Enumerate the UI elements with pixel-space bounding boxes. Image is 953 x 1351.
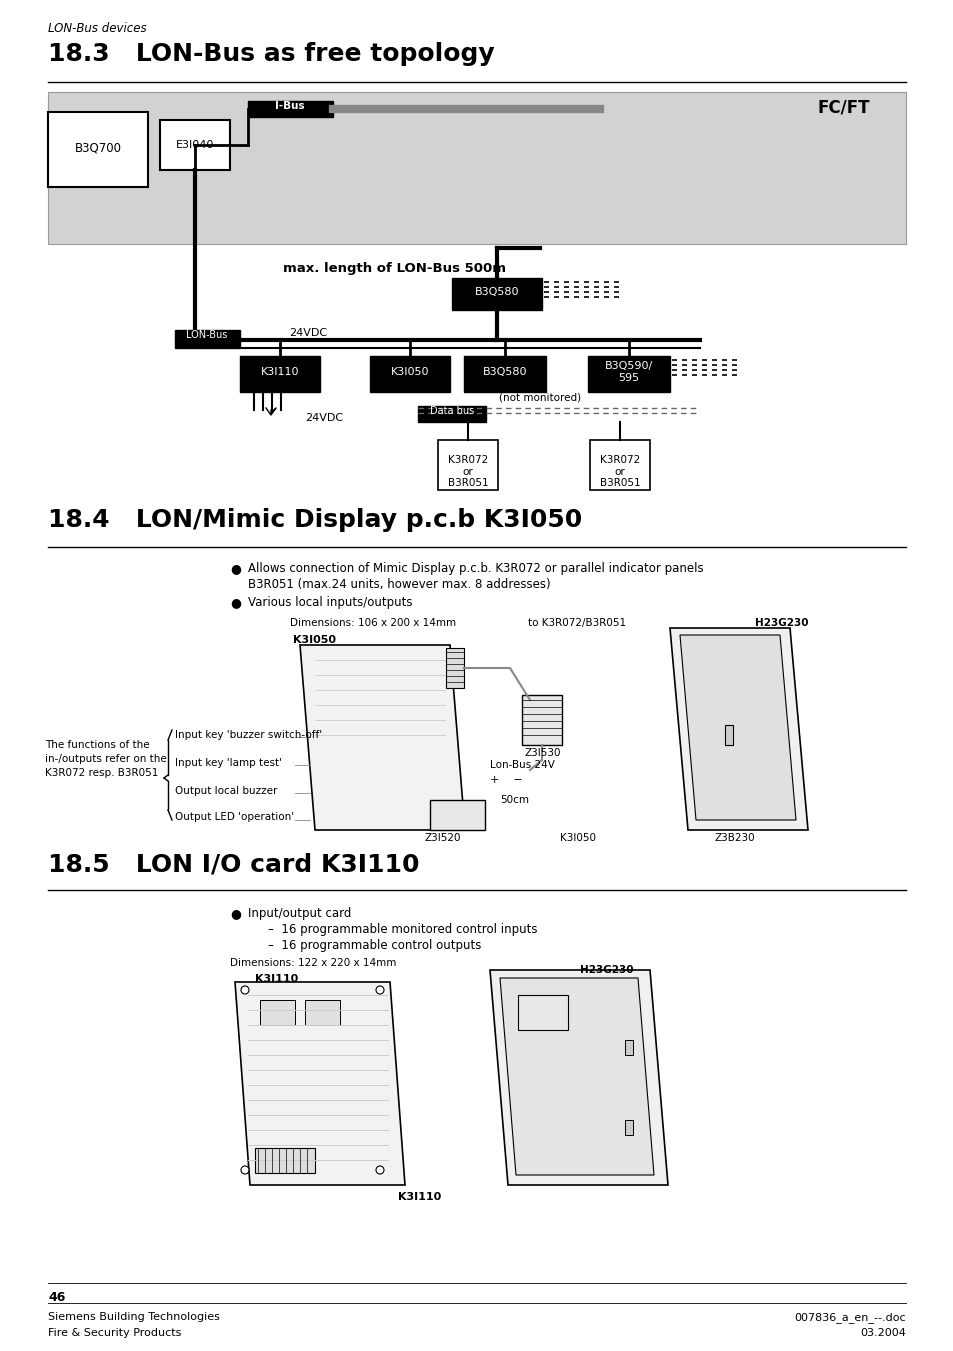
Polygon shape — [669, 628, 807, 830]
Text: I-Bus: I-Bus — [274, 101, 305, 111]
Text: ●: ● — [230, 562, 240, 576]
Text: K3I050: K3I050 — [391, 367, 429, 377]
Circle shape — [241, 1166, 249, 1174]
Bar — [624, 1120, 633, 1135]
Text: ●: ● — [230, 596, 240, 609]
Bar — [370, 357, 450, 392]
Text: 46: 46 — [48, 1292, 66, 1304]
Text: Dimensions: 106 x 200 x 14mm: Dimensions: 106 x 200 x 14mm — [290, 617, 456, 628]
Text: Fire & Security Products: Fire & Security Products — [48, 1328, 181, 1337]
Polygon shape — [490, 970, 667, 1185]
Text: 007836_a_en_--.doc: 007836_a_en_--.doc — [794, 1312, 905, 1323]
Bar — [521, 694, 561, 744]
Text: Input/output card: Input/output card — [248, 907, 351, 920]
Text: Dimensions: 122 x 220 x 14mm: Dimensions: 122 x 220 x 14mm — [230, 958, 395, 969]
Text: –  16 programmable control outputs: – 16 programmable control outputs — [268, 939, 481, 952]
Text: Z3B230: Z3B230 — [714, 834, 755, 843]
Bar — [452, 278, 541, 309]
Text: (not monitored): (not monitored) — [498, 393, 580, 403]
Bar — [260, 1000, 294, 1025]
Polygon shape — [234, 982, 405, 1185]
Circle shape — [375, 1166, 384, 1174]
Text: in-/outputs refer on the: in-/outputs refer on the — [45, 754, 167, 765]
Bar — [48, 92, 905, 245]
Text: B3Q580: B3Q580 — [482, 367, 527, 377]
Bar — [624, 1040, 633, 1055]
Bar — [174, 330, 240, 349]
Text: E3I040: E3I040 — [175, 141, 214, 150]
Text: Siemens Building Technologies: Siemens Building Technologies — [48, 1312, 219, 1323]
Bar — [587, 357, 669, 392]
Text: K3R072
or
B3R051: K3R072 or B3R051 — [599, 455, 639, 488]
Text: Z3I520: Z3I520 — [424, 834, 461, 843]
Text: 18.4   LON/Mimic Display p.c.b K3I050: 18.4 LON/Mimic Display p.c.b K3I050 — [48, 508, 581, 532]
Text: 18.3   LON-Bus as free topology: 18.3 LON-Bus as free topology — [48, 42, 494, 66]
Text: 18.5   LON I/O card K3I110: 18.5 LON I/O card K3I110 — [48, 852, 419, 875]
Text: Data bus: Data bus — [430, 407, 474, 416]
Text: ●: ● — [230, 907, 240, 920]
Bar — [724, 725, 732, 744]
Text: K3R072
or
B3R051: K3R072 or B3R051 — [447, 455, 488, 488]
Bar — [160, 120, 230, 170]
Text: Output LED 'operation': Output LED 'operation' — [174, 812, 294, 821]
Text: K3I110: K3I110 — [398, 1192, 441, 1202]
Bar — [437, 440, 497, 490]
Text: +    −: + − — [490, 775, 522, 785]
Bar — [463, 357, 545, 392]
Circle shape — [375, 986, 384, 994]
Text: B3Q590/
595: B3Q590/ 595 — [604, 361, 653, 382]
Text: –  16 programmable monitored control inputs: – 16 programmable monitored control inpu… — [268, 923, 537, 936]
Polygon shape — [679, 635, 795, 820]
Text: 50cm: 50cm — [499, 794, 529, 805]
Bar — [589, 440, 649, 490]
Bar — [446, 648, 463, 688]
Text: H23G230: H23G230 — [754, 617, 807, 628]
Text: K3I110: K3I110 — [254, 974, 298, 984]
Bar — [517, 994, 567, 1029]
Bar — [417, 407, 485, 422]
Bar — [254, 1148, 314, 1173]
Text: LON-Bus: LON-Bus — [186, 330, 228, 340]
Text: 03.2004: 03.2004 — [860, 1328, 905, 1337]
Text: The functions of the: The functions of the — [45, 740, 150, 750]
Text: B3Q580: B3Q580 — [475, 286, 518, 297]
Text: H23G230: H23G230 — [579, 965, 633, 975]
Text: B3Q700: B3Q700 — [74, 142, 121, 154]
Circle shape — [241, 986, 249, 994]
Text: Input key 'lamp test': Input key 'lamp test' — [174, 758, 282, 767]
Bar — [48, 112, 148, 186]
Bar — [305, 1000, 339, 1025]
Text: K3R072 resp. B3R051: K3R072 resp. B3R051 — [45, 767, 158, 778]
Text: 24VDC: 24VDC — [289, 328, 327, 338]
Text: 24VDC: 24VDC — [305, 413, 343, 423]
Text: FC/FT: FC/FT — [817, 99, 869, 116]
Text: Z3I530: Z3I530 — [524, 748, 561, 758]
Bar — [248, 101, 333, 118]
Text: max. length of LON-Bus 500m: max. length of LON-Bus 500m — [283, 262, 506, 276]
Text: K3I050: K3I050 — [559, 834, 596, 843]
Text: K3I110: K3I110 — [260, 367, 299, 377]
Text: Input key 'buzzer switch-off': Input key 'buzzer switch-off' — [174, 730, 322, 740]
Text: K3I050: K3I050 — [293, 635, 335, 644]
Bar — [240, 357, 319, 392]
Text: Output local buzzer: Output local buzzer — [174, 786, 277, 796]
Text: LON-Bus devices: LON-Bus devices — [48, 22, 147, 35]
Text: to K3R072/B3R051: to K3R072/B3R051 — [527, 617, 625, 628]
Text: Various local inputs/outputs: Various local inputs/outputs — [248, 596, 412, 609]
Text: B3R051 (max.24 units, however max. 8 addresses): B3R051 (max.24 units, however max. 8 add… — [248, 578, 550, 590]
Bar — [430, 800, 484, 830]
Polygon shape — [299, 644, 464, 830]
Text: Allows connection of Mimic Display p.c.b. K3R072 or parallel indicator panels: Allows connection of Mimic Display p.c.b… — [248, 562, 703, 576]
Polygon shape — [499, 978, 654, 1175]
Text: Lon-Bus 24V: Lon-Bus 24V — [490, 761, 555, 770]
